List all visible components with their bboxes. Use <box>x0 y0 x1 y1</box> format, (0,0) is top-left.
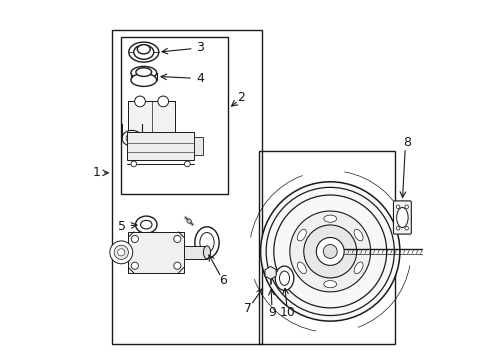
Ellipse shape <box>353 229 362 241</box>
Ellipse shape <box>135 216 157 233</box>
Ellipse shape <box>137 45 150 54</box>
Bar <box>128 232 183 273</box>
Text: 7: 7 <box>244 302 251 315</box>
Text: 10: 10 <box>280 306 295 319</box>
Circle shape <box>131 262 138 269</box>
Circle shape <box>173 235 181 243</box>
Ellipse shape <box>297 229 305 241</box>
Ellipse shape <box>353 262 362 274</box>
Circle shape <box>131 161 136 167</box>
Text: 1: 1 <box>92 166 100 179</box>
Circle shape <box>404 205 407 208</box>
Bar <box>258 152 394 344</box>
Circle shape <box>395 226 399 230</box>
Text: 5: 5 <box>118 220 126 233</box>
Ellipse shape <box>136 68 151 76</box>
Circle shape <box>118 249 124 256</box>
Circle shape <box>289 211 370 292</box>
Circle shape <box>260 182 399 321</box>
Ellipse shape <box>396 207 407 228</box>
Text: 2: 2 <box>237 91 244 104</box>
Ellipse shape <box>131 73 156 86</box>
Circle shape <box>395 205 399 208</box>
Ellipse shape <box>279 271 289 285</box>
Circle shape <box>131 235 138 243</box>
Circle shape <box>134 96 145 107</box>
Text: 8: 8 <box>402 136 410 149</box>
Circle shape <box>404 226 407 230</box>
Bar <box>183 246 206 259</box>
Ellipse shape <box>131 66 156 79</box>
Bar <box>121 37 228 194</box>
Text: 4: 4 <box>196 72 203 85</box>
FancyBboxPatch shape <box>393 201 410 234</box>
Circle shape <box>158 96 168 107</box>
Ellipse shape <box>323 215 336 222</box>
Circle shape <box>114 245 128 260</box>
Text: 3: 3 <box>196 41 203 54</box>
Circle shape <box>303 225 356 278</box>
Ellipse shape <box>126 134 138 143</box>
Bar <box>194 138 203 155</box>
Ellipse shape <box>128 42 159 62</box>
Bar <box>126 132 194 160</box>
Ellipse shape <box>200 233 214 252</box>
Ellipse shape <box>297 262 305 274</box>
Text: 9: 9 <box>267 306 275 319</box>
Ellipse shape <box>203 246 210 259</box>
Ellipse shape <box>275 266 293 291</box>
Circle shape <box>110 241 132 264</box>
Text: 6: 6 <box>219 274 226 287</box>
Circle shape <box>184 161 190 167</box>
Circle shape <box>173 262 181 269</box>
Bar <box>112 30 262 344</box>
Ellipse shape <box>194 227 219 258</box>
Circle shape <box>186 219 191 223</box>
Ellipse shape <box>323 280 336 288</box>
Bar <box>128 102 175 132</box>
Ellipse shape <box>134 45 153 59</box>
Circle shape <box>323 244 337 258</box>
Circle shape <box>316 238 344 265</box>
Ellipse shape <box>122 130 142 146</box>
Ellipse shape <box>140 220 152 229</box>
